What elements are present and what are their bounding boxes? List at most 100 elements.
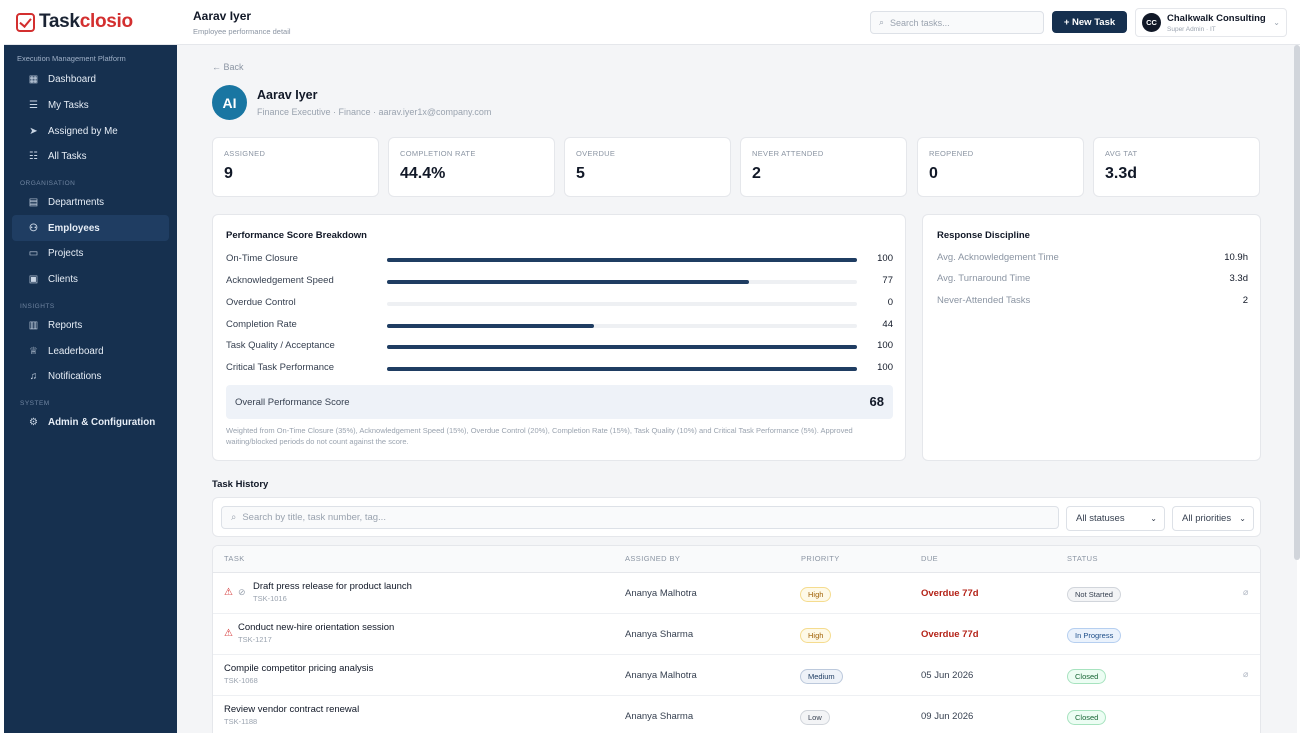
sidebar-section-insights: INSIGHTS [20,302,55,310]
employee-name: Aarav Iyer [257,88,318,102]
paperclip-icon: ⌀ [1243,587,1249,597]
folder-icon: ▭ [28,248,39,260]
metric-row: Overdue Control 0 [226,297,893,308]
response-discipline-card: Response Discipline Avg. Acknowledgement… [922,214,1261,461]
sidebar-section-organisation: ORGANISATION [20,179,76,187]
main-content: ← Back AI Aarav Iyer Finance Executive ·… [177,45,1297,733]
org-switcher[interactable]: CC Chalkwalk Consulting Super Admin · IT… [1135,8,1287,37]
performance-title: Performance Score Breakdown [226,230,367,241]
overall-score-value: 68 [869,394,884,409]
metric-row: Acknowledgement Speed 77 [226,275,893,286]
task-table: TASK ASSIGNED BY PRIORITY DUE STATUS ⚠ ⊘… [212,545,1261,733]
org-name: Chalkwalk Consulting [1167,12,1266,24]
table-row[interactable]: Review vendor contract renewal TSK-1188 … [213,696,1260,733]
scrollbar[interactable] [1294,45,1300,560]
table-row[interactable]: ⚠ Conduct new-hire orientation session T… [213,614,1260,655]
paperclip-icon: ⌀ [1243,669,1249,679]
sidebar-item-notifications[interactable]: ♫ Notifications [29,371,102,383]
task-history-title: Task History [212,479,269,490]
bell-icon: ♫ [29,371,38,383]
metric-row: Critical Task Performance 100 [226,362,893,373]
kpi-card-overdue: OVERDUE 5 [564,137,731,197]
overall-score: Overall Performance Score 68 [226,385,893,419]
sidebar-item-clients[interactable]: ▣ Clients [28,274,78,286]
response-row: Never-Attended Tasks 2 [937,295,1248,306]
priority-badge: Medium [800,669,843,684]
warning-icon: ⚠ [224,628,233,639]
response-row: Avg. Turnaround Time 3.3d [937,273,1248,284]
table-row[interactable]: Compile competitor pricing analysis TSK-… [213,655,1260,696]
search-icon: ⌕ [231,512,237,523]
bar-chart-icon: ▥ [28,319,39,331]
priority-filter-select[interactable]: All priorities ⌄ [1172,506,1254,531]
gear-icon: ⚙ [29,416,38,428]
metric-row: On-Time Closure 100 [226,253,893,264]
task-filters: ⌕ Search by title, task number, tag... Al… [212,497,1261,537]
metric-row: Task Quality / Acceptance 100 [226,340,893,351]
metric-bar [387,367,857,371]
new-task-button[interactable]: + New Task [1052,11,1127,33]
search-input[interactable]: ⌕ Search tasks... [870,11,1044,34]
sidebar-item-dashboard[interactable]: ▦ Dashboard [28,74,96,86]
org-avatar: CC [1142,13,1161,32]
send-icon: ➤ [29,125,38,137]
metric-bar [387,280,749,284]
page-subtitle: Employee performance detail [193,27,291,36]
response-title: Response Discipline [937,230,1030,241]
trophy-icon: ♕ [29,345,38,357]
sidebar-item-all-tasks[interactable]: ☷ All Tasks [29,151,87,163]
logo[interactable]: Taskclosio [4,0,177,45]
bell-off-icon: ⊘ [238,587,246,597]
sidebar-item-assigned-by-me[interactable]: ➤ Assigned by Me [29,125,118,137]
performance-card: Performance Score Breakdown On-Time Clos… [212,214,906,461]
brand-name: Task [39,11,80,32]
kpi-card-completion-rate: COMPLETION RATE 44.4% [388,137,555,197]
sidebar-section-system: SYSTEM [20,399,50,407]
sidebar-caption: Execution Management Platform [17,54,126,63]
kpi-card-assigned: ASSIGNED 9 [212,137,379,197]
priority-badge: Low [800,710,830,725]
search-icon: ⌕ [879,17,885,27]
back-link[interactable]: ← Back [212,62,244,72]
response-row: Avg. Acknowledgement Time 10.9h [937,252,1248,263]
users-icon: ⚇ [29,222,38,234]
sidebar: Taskclosio Execution Management Platform… [4,0,177,733]
table-row[interactable]: ⚠ ⊘ Draft press release for product laun… [213,573,1260,614]
sidebar-item-departments[interactable]: ▤ Departments [28,197,105,209]
table-header: TASK ASSIGNED BY PRIORITY DUE STATUS [213,546,1260,573]
sidebar-item-reports[interactable]: ▥ Reports [28,319,83,331]
check-logo-icon [16,12,35,32]
building-icon: ▤ [28,197,39,209]
metric-bar [387,324,594,328]
org-role: Super Admin · IT [1167,25,1216,33]
status-badge: Closed [1067,710,1107,725]
metric-bar [387,258,857,262]
status-badge: Closed [1067,669,1107,684]
sidebar-item-my-tasks[interactable]: ☰ My Tasks [29,100,89,112]
list-icon: ☰ [29,100,38,112]
briefcase-icon: ▣ [28,274,39,286]
sidebar-item-leaderboard[interactable]: ♕ Leaderboard [29,345,104,357]
priority-badge: High [800,628,832,643]
kpi-card-reopened: REOPENED 0 [917,137,1084,197]
brand-name-accent: closio [79,11,133,32]
task-search-input[interactable]: ⌕ Search by title, task number, tag... [221,506,1059,529]
employee-meta: Finance Executive · Finance · aarav.iyer… [257,107,492,117]
chevron-down-icon: ⌄ [1150,514,1157,523]
sidebar-item-employees[interactable]: ⚇ Employees [12,215,169,242]
top-bar: Aarav Iyer Employee performance detail ⌕… [177,0,1300,45]
metric-bar [387,345,857,349]
kpi-card-never-attended: NEVER ATTENDED 2 [740,137,907,197]
priority-badge: High [800,587,832,602]
grid-icon: ▦ [28,74,39,86]
status-badge: Not Started [1067,587,1121,602]
metric-row: Completion Rate 44 [226,319,893,330]
status-filter-select[interactable]: All statuses ⌄ [1066,506,1165,531]
chevron-down-icon: ⌄ [1239,514,1246,523]
page-title: Aarav Iyer [193,9,252,23]
employee-avatar: AI [212,85,247,120]
kpi-card-avg-tat: AVG TAT 3.3d [1093,137,1260,197]
sidebar-item-projects[interactable]: ▭ Projects [28,248,84,260]
warning-icon: ⚠ [224,587,233,598]
sidebar-item-admin-configuration[interactable]: ⚙ Admin & Configuration [29,416,156,428]
